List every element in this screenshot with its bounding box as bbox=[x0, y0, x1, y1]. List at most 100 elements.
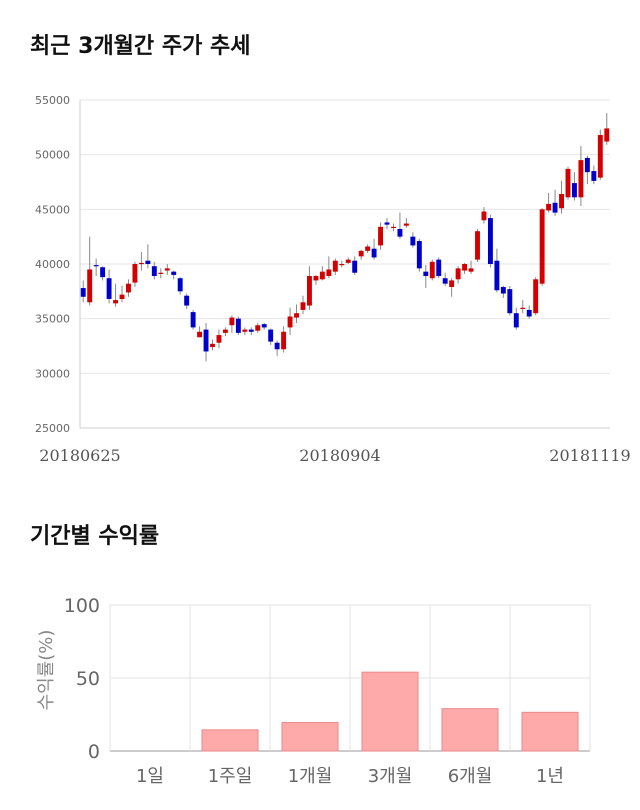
candle-body-down bbox=[184, 295, 190, 306]
candle bbox=[268, 328, 274, 345]
candle-body-down bbox=[513, 313, 519, 328]
candle bbox=[261, 323, 267, 330]
candle-body-up bbox=[158, 272, 164, 274]
candle bbox=[365, 244, 371, 254]
candle-body-down bbox=[494, 260, 500, 291]
candle bbox=[235, 316, 241, 336]
returns-bar bbox=[361, 671, 419, 752]
candle bbox=[138, 251, 144, 271]
candle bbox=[306, 266, 312, 310]
candle-body-up bbox=[222, 329, 228, 333]
returns-bars bbox=[201, 671, 579, 752]
candle-body-down bbox=[500, 286, 506, 294]
candle-body-down bbox=[203, 329, 209, 352]
candle-body-up bbox=[429, 261, 435, 279]
candle bbox=[300, 295, 306, 315]
returns-bar bbox=[441, 708, 499, 752]
candle-body-down bbox=[552, 202, 558, 213]
candle-body-down bbox=[177, 278, 183, 292]
candle-x-tick-label: 20181119 bbox=[549, 446, 630, 465]
candle bbox=[352, 256, 358, 275]
candle-body-up bbox=[113, 300, 119, 304]
candle bbox=[119, 285, 125, 303]
candle-body-up bbox=[449, 280, 455, 287]
candle bbox=[326, 256, 332, 279]
candle-body-up bbox=[565, 168, 571, 198]
candle bbox=[604, 113, 610, 145]
candle bbox=[384, 218, 390, 230]
returns-gridlines bbox=[109, 604, 591, 752]
candle bbox=[597, 129, 603, 180]
candle bbox=[87, 236, 93, 306]
candle-body-up bbox=[313, 276, 319, 281]
candle-y-tick-label: 50000 bbox=[35, 149, 70, 162]
candle bbox=[378, 222, 384, 250]
candle bbox=[255, 323, 261, 333]
returns-x-tick-label: 6개월 bbox=[448, 766, 493, 787]
candle bbox=[416, 238, 422, 272]
candle-body-down bbox=[487, 218, 493, 264]
candle-body-down bbox=[106, 278, 112, 299]
returns-x-tick-label: 1년 bbox=[536, 766, 564, 787]
returns-x-tick-label: 1개월 bbox=[288, 766, 333, 787]
returns-title: 기간별 수익률 bbox=[30, 524, 160, 549]
candle bbox=[533, 277, 539, 316]
candle-body-down bbox=[248, 329, 254, 332]
candle-body-down bbox=[261, 324, 267, 328]
candle bbox=[552, 189, 558, 216]
candle-y-tick-label: 55000 bbox=[35, 94, 70, 107]
candle-body-up bbox=[306, 276, 312, 306]
candle bbox=[500, 285, 506, 298]
candle bbox=[80, 280, 86, 303]
candle bbox=[507, 285, 513, 316]
candle-body-up bbox=[300, 302, 306, 310]
returns-y-tick-label: 50 bbox=[76, 668, 100, 690]
candle bbox=[449, 278, 455, 297]
candle-body-up bbox=[481, 211, 487, 221]
candle-body-up bbox=[365, 246, 371, 251]
candle bbox=[151, 261, 157, 280]
candle bbox=[397, 212, 403, 239]
candle bbox=[591, 165, 597, 185]
candle bbox=[313, 274, 319, 285]
candle bbox=[526, 305, 532, 319]
candle bbox=[578, 145, 584, 207]
candle-body-up bbox=[533, 279, 539, 314]
candle-y-tick-label: 35000 bbox=[35, 313, 70, 326]
candlestick-chart: 25000 30000 35000 40000 45000 50000 55000 2018… bbox=[35, 94, 631, 465]
candle-body-up bbox=[164, 268, 170, 271]
returns-x-tick-label: 3개월 bbox=[368, 766, 413, 787]
candle-gridlines bbox=[79, 99, 610, 429]
candle-body-up bbox=[597, 134, 603, 178]
candle bbox=[410, 232, 416, 248]
candle-x-tick-label: 20180625 bbox=[39, 446, 120, 465]
candle-body-up bbox=[197, 331, 203, 338]
candle-body-down bbox=[442, 278, 448, 284]
candle bbox=[436, 257, 442, 279]
candle-body-down bbox=[384, 222, 390, 225]
candle-body-up bbox=[216, 335, 222, 343]
candle-body-down bbox=[526, 309, 532, 317]
returns-y-axis-label: 수익률(%) bbox=[36, 630, 57, 711]
candle-body-down bbox=[235, 318, 241, 333]
candle-body-up bbox=[455, 268, 461, 280]
candle-y-tick-label: 45000 bbox=[35, 203, 70, 216]
candle-body-up bbox=[462, 264, 468, 271]
candle bbox=[106, 269, 112, 304]
candle-body-down bbox=[190, 312, 196, 328]
returns-x-tick-labels: 1일 1주일 1개월 3개월 6개월 1년 bbox=[136, 766, 564, 787]
candle-body-up bbox=[339, 264, 345, 266]
candle bbox=[345, 257, 351, 264]
candle-body-up bbox=[604, 128, 610, 142]
candle-body-up bbox=[468, 268, 474, 272]
candle-y-tick-labels: 25000 30000 35000 40000 45000 50000 55000 bbox=[35, 94, 70, 435]
candle bbox=[487, 214, 493, 268]
candle-body-up bbox=[287, 316, 293, 328]
candle-body-up bbox=[87, 269, 93, 303]
candle bbox=[126, 279, 131, 297]
candle bbox=[242, 327, 248, 336]
returns-y-tick-label: 100 bbox=[64, 595, 100, 617]
candle bbox=[158, 268, 164, 279]
candle-y-tick-label: 25000 bbox=[35, 422, 70, 435]
candle bbox=[391, 223, 396, 232]
